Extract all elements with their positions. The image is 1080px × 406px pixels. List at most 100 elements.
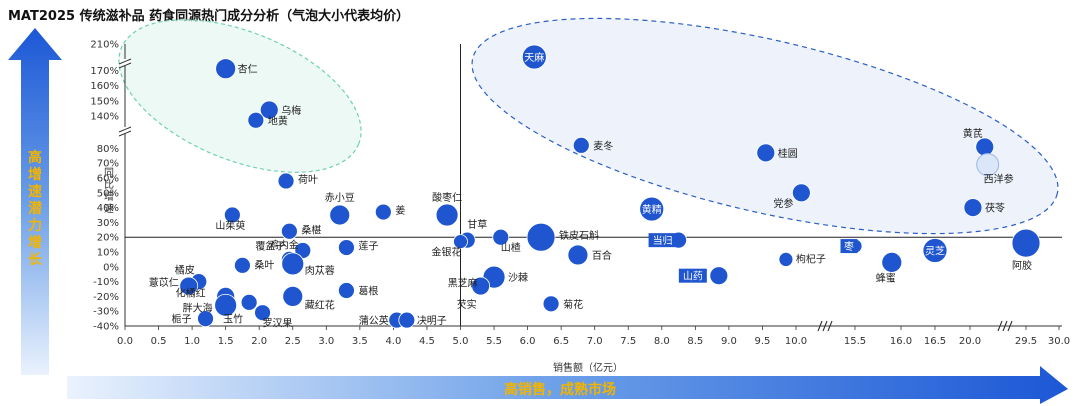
x-tick-label: 0.0 — [117, 336, 133, 347]
x-tick-label: 6.5 — [553, 336, 569, 347]
x-tick-label: 7.0 — [587, 336, 603, 347]
label-荷叶: 荷叶 — [298, 174, 318, 186]
label-山茱萸: 山茱萸 — [215, 220, 245, 232]
label-党参: 党参 — [773, 197, 793, 210]
y-tick-label: 150% — [90, 96, 119, 107]
y-tick-label: 70% — [97, 159, 119, 170]
label-金银花: 金银花 — [432, 246, 462, 259]
bubble-酸枣仁 — [435, 203, 459, 227]
label-地黄: 地黄 — [268, 114, 288, 127]
vertical-arrow-label: 高增速潜力增长 — [28, 149, 43, 268]
x-tick-label: 8.0 — [654, 336, 670, 347]
x-tick-label: 1.0 — [184, 336, 200, 347]
horizontal-arrow-label: 高销售，成熟市场 — [504, 381, 616, 398]
y-axis-break — [118, 126, 132, 137]
label-黄芪: 黄芪 — [963, 127, 983, 140]
bubble-蜂蜜 — [881, 251, 903, 273]
y-tick-label: -20% — [93, 292, 119, 303]
label-box-枣 — [840, 239, 858, 254]
x-tick-label: 16.5 — [924, 336, 946, 347]
label-沙棘: 沙棘 — [508, 272, 528, 284]
label-麦冬: 麦冬 — [593, 139, 613, 152]
label-橘皮: 橘皮 — [175, 264, 195, 277]
label-乌梅: 乌梅 — [281, 104, 301, 117]
x-axis-break — [817, 320, 833, 332]
x-axis-break — [997, 320, 1013, 332]
label-蒲公英: 蒲公英 — [359, 314, 389, 327]
bubble-胖大海 — [214, 293, 238, 317]
label-决明子: 决明子 — [417, 315, 447, 327]
y-tick-label: 140% — [90, 112, 119, 123]
bubble-栀子 — [197, 310, 214, 328]
label-桂圆: 桂圆 — [778, 147, 798, 160]
bubble-桂圆 — [756, 143, 776, 163]
x-tick-label: 3.5 — [352, 336, 368, 347]
label-枣: 枣 — [844, 241, 854, 253]
label-栀子: 栀子 — [172, 313, 192, 326]
x-tick-label: 9.5 — [754, 336, 770, 347]
bubble-黄精 — [639, 196, 665, 222]
bubble-天麻 — [521, 44, 547, 70]
label-铁皮石斛: 铁皮石斛 — [559, 229, 599, 242]
label-阿胶: 阿胶 — [1012, 259, 1032, 272]
label-桑椹: 桑椹 — [301, 224, 321, 236]
x-tick-label: 4.5 — [419, 336, 435, 347]
bubble-藏红花 — [282, 285, 304, 307]
bubble-莲子 — [338, 239, 355, 256]
y-tick-label: 60% — [97, 174, 119, 185]
bubble-西洋参 — [976, 153, 1000, 177]
x-tick-label: 7.5 — [620, 336, 636, 347]
label-胖大海: 胖大海 — [183, 301, 213, 314]
bubble-桑叶 — [234, 256, 251, 274]
label-莲子: 莲子 — [358, 241, 378, 253]
y-tick-label: -30% — [93, 307, 119, 318]
y-tick-label: 0% — [103, 262, 119, 273]
bubble-杏仁 — [215, 58, 237, 80]
x-axis-label: 销售额（亿元） — [553, 361, 623, 374]
y-tick-label: 40% — [97, 203, 119, 214]
x-tick-label: 1.5 — [218, 336, 234, 347]
y-tick-label: 30% — [97, 218, 119, 229]
bubble-桑椹 — [280, 222, 298, 240]
horizontal-arrow — [67, 366, 1068, 404]
bubble-玉竹 — [240, 293, 258, 311]
label-box-当归 — [648, 233, 677, 248]
bubble-灵芝 — [922, 238, 948, 263]
x-tick-label: 15.5 — [844, 336, 866, 347]
label-鸡内金: 鸡内金 — [269, 239, 299, 252]
bubble-罗汉果 — [254, 304, 271, 322]
bubble-阿胶 — [1011, 228, 1041, 258]
chart-title: MAT2025 传统滋补品 药食同源热门成分分析（气泡大小代表均价） — [8, 8, 409, 24]
x-tick-label: 5.5 — [486, 336, 502, 347]
label-肉苁蓉: 肉苁蓉 — [305, 264, 335, 277]
cluster-ellipse-right — [471, 17, 1059, 235]
label-甘草: 甘草 — [467, 218, 487, 231]
bubble-赤小豆 — [329, 204, 351, 226]
label-山药: 山药 — [683, 271, 703, 283]
y-axis-break — [118, 58, 132, 69]
label-枸杞子: 枸杞子 — [796, 252, 826, 265]
label-box-山药 — [678, 268, 707, 283]
x-tick-label: 3.0 — [318, 336, 334, 347]
x-tick-label: 9.0 — [721, 336, 737, 347]
y-tick-label: -40% — [93, 322, 119, 333]
vertical-arrow — [8, 28, 62, 375]
label-覆盆子: 覆盆子 — [255, 239, 285, 252]
label-灵芝: 灵芝 — [925, 245, 945, 258]
x-tick-label: 2.5 — [285, 336, 301, 347]
x-tick-label: 29.5 — [1015, 336, 1037, 347]
bubble-菊花 — [542, 295, 560, 313]
bubble-荷叶 — [277, 172, 295, 190]
bubble-葛根 — [338, 282, 355, 299]
y-tick-label: 10% — [97, 248, 119, 259]
bubble-枸杞子 — [778, 251, 794, 267]
bubble-山楂 — [492, 228, 510, 246]
y-tick-label: 160% — [90, 81, 119, 92]
y-tick-label: -10% — [93, 277, 119, 288]
bubble-地黄 — [247, 111, 265, 129]
bubble-麦冬 — [572, 136, 590, 154]
y-tick-label: 50% — [97, 188, 119, 199]
label-葛根: 葛根 — [358, 284, 378, 297]
label-蜂蜜: 蜂蜜 — [876, 271, 896, 284]
